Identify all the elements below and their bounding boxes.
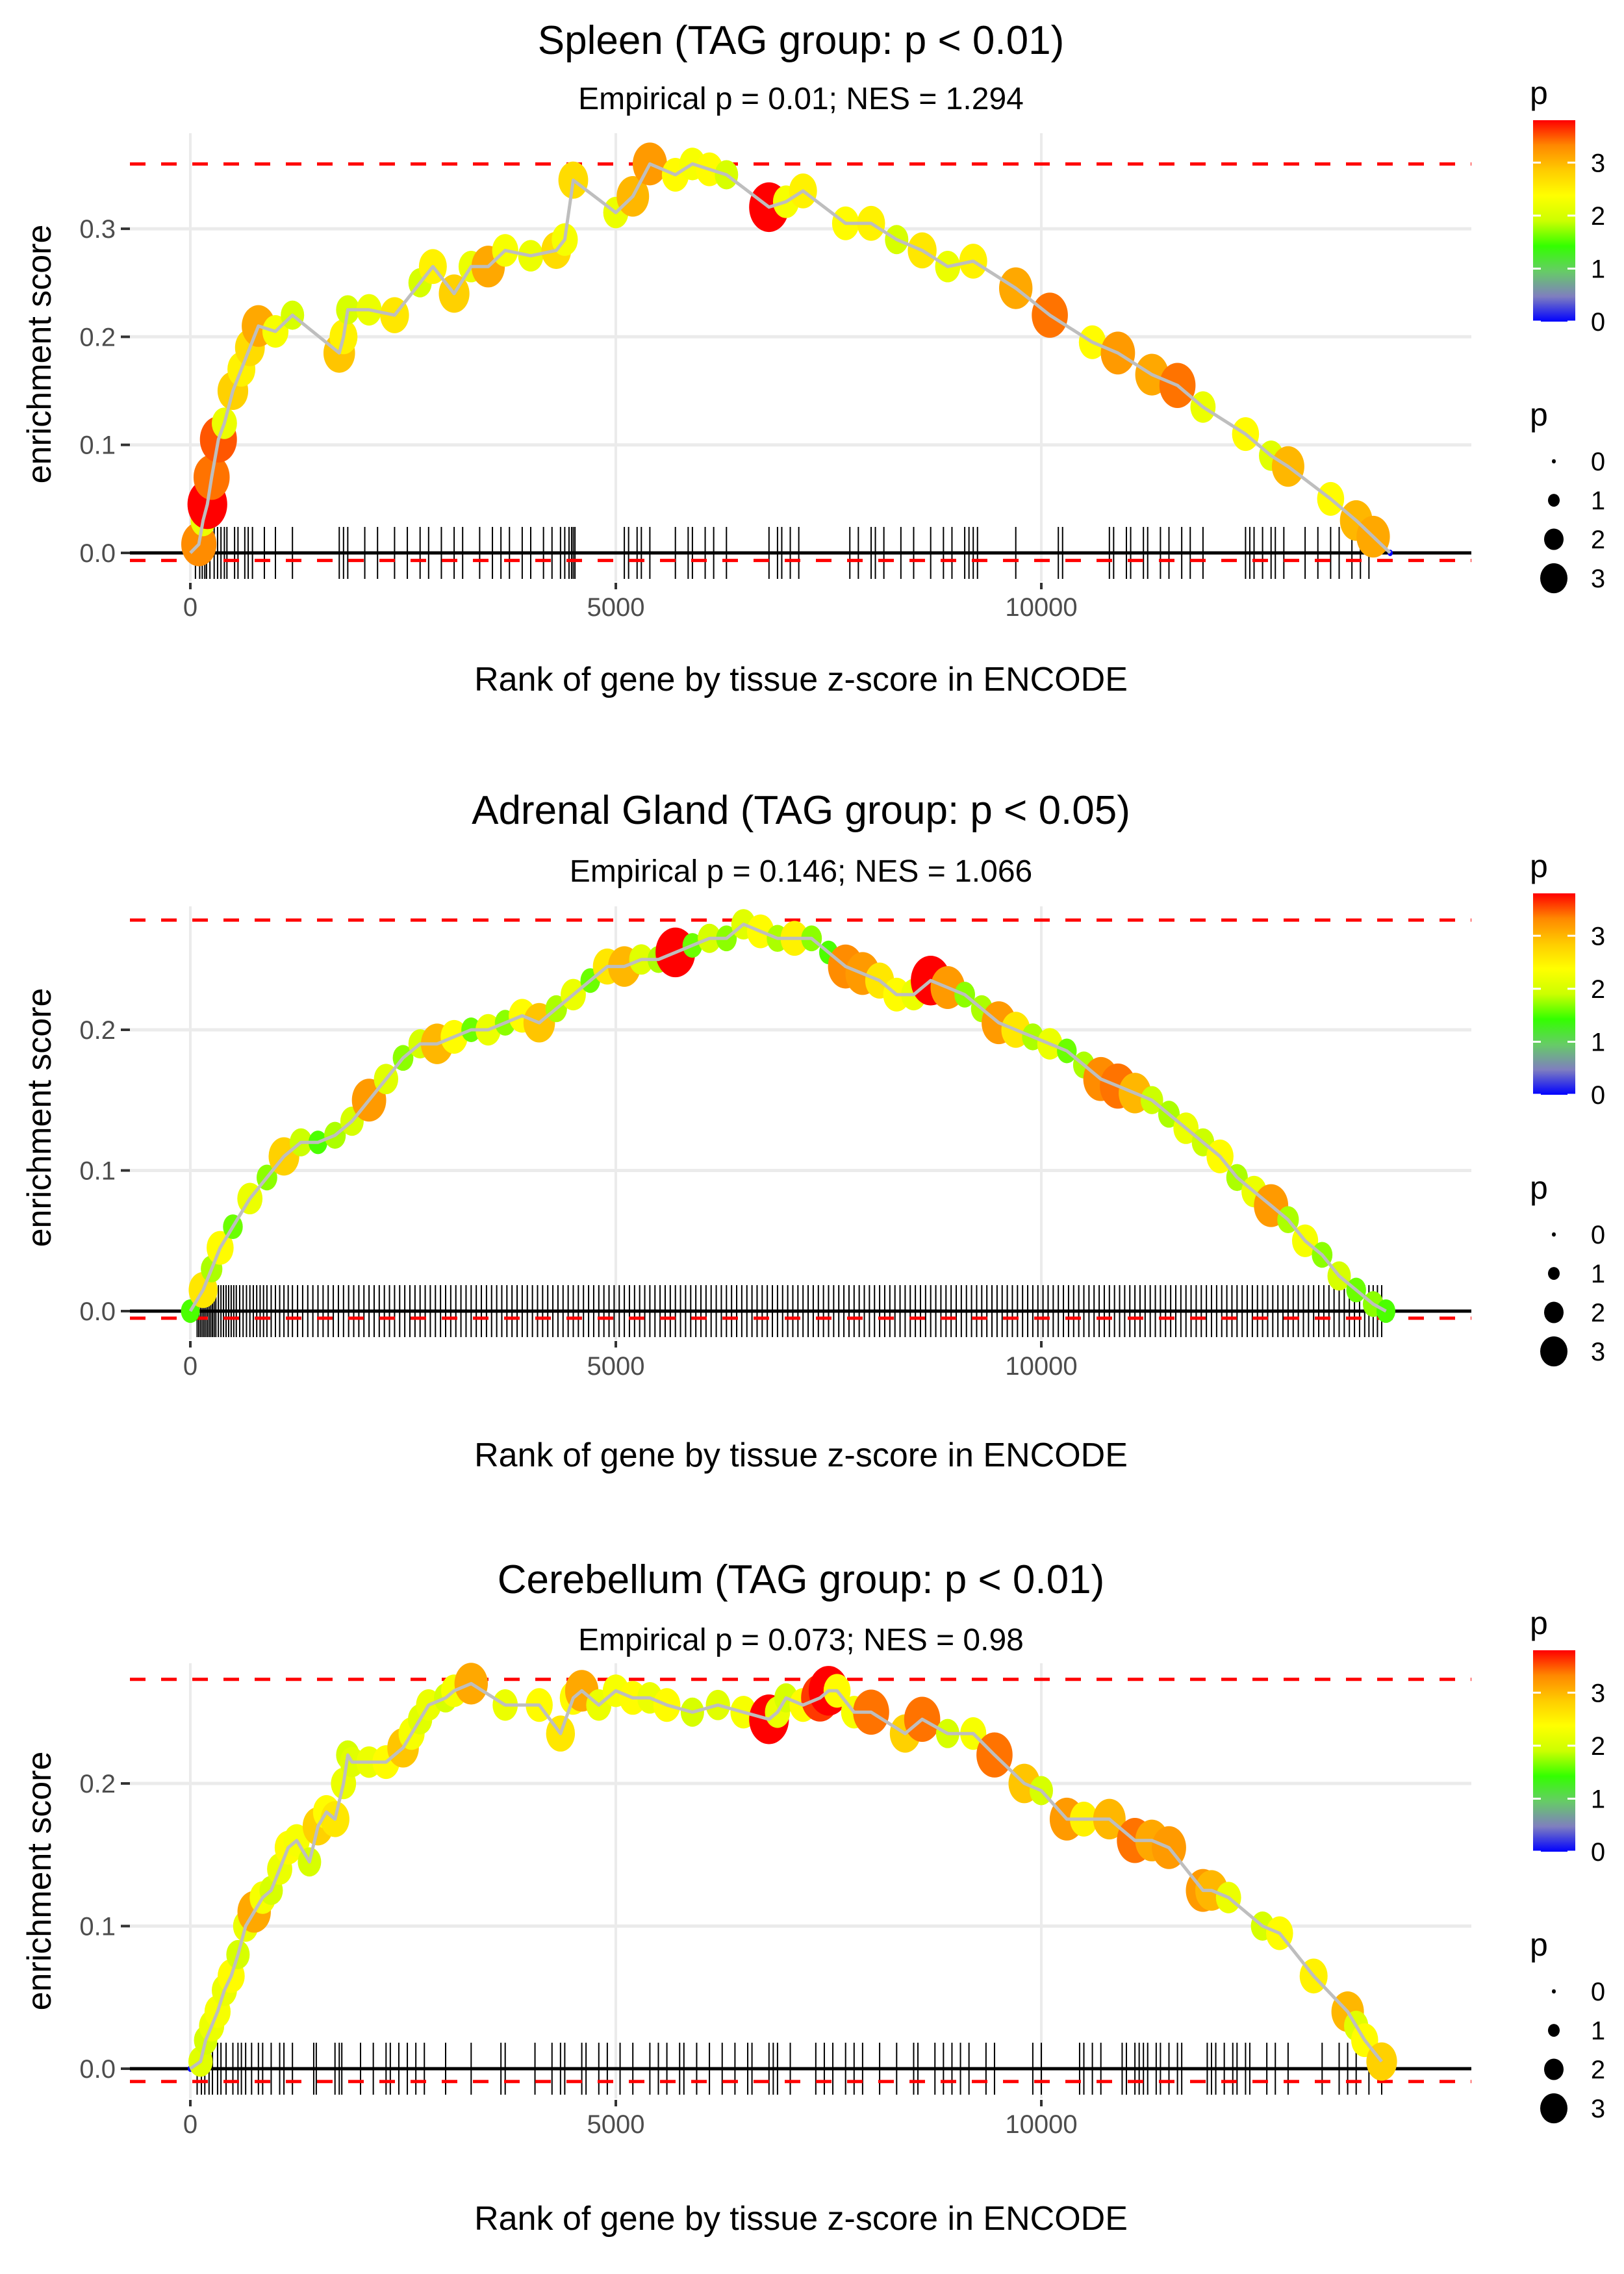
color-legend-label: 1 — [1591, 1028, 1605, 1056]
plot-area: 0 5000 10000 0.0 0.1 0.2 — [79, 1663, 1471, 2139]
panel-adrenal-gland: Adrenal Gland (TAG group: p < 0.05) Empi… — [21, 788, 1605, 1474]
color-legend-label: 2 — [1591, 975, 1605, 1004]
size-legend-label: 1 — [1591, 487, 1605, 515]
color-legend-label: 0 — [1591, 1081, 1605, 1110]
y-axis-label: enrichment score — [21, 988, 58, 1247]
x-axis-label: Rank of gene by tissue z-score in ENCODE — [474, 2200, 1128, 2238]
es-line — [189, 162, 1391, 554]
x-tick-label: 0 — [183, 593, 197, 622]
size-legend-label: 2 — [1591, 1299, 1605, 1327]
x-tick-label: 5000 — [587, 593, 645, 622]
y-tick-label: 0.0 — [79, 2055, 116, 2084]
color-legend-title: p — [1530, 848, 1548, 884]
es-line — [188, 923, 1387, 1313]
size-legend-dot — [1548, 494, 1560, 507]
y-tick-label: 0.1 — [79, 431, 116, 460]
size-legend-label: 2 — [1591, 526, 1605, 554]
size-legend-dot — [1552, 1989, 1556, 1994]
color-bar — [1533, 1650, 1575, 1852]
x-axis-label: Rank of gene by tissue z-score in ENCODE — [474, 1437, 1128, 1474]
color-legend-label: 3 — [1591, 149, 1605, 177]
y-tick-label: 0.3 — [79, 215, 116, 244]
x-tick-label: 0 — [183, 2110, 197, 2139]
color-legend-title: p — [1530, 1605, 1548, 1641]
size-legend-label: 2 — [1591, 2056, 1605, 2084]
panel-subtitle: Empirical p = 0.146; NES = 1.066 — [570, 854, 1032, 889]
size-legend-dot — [1548, 1267, 1560, 1280]
x-tick-label: 5000 — [587, 2110, 645, 2139]
size-legend-label: 1 — [1591, 2017, 1605, 2045]
y-tick-label: 0.1 — [79, 1157, 116, 1186]
color-legend-label: 0 — [1591, 308, 1605, 337]
y-tick-label: 0.1 — [79, 1913, 116, 1941]
color-legend-label: 3 — [1591, 922, 1605, 951]
color-legend-label: 1 — [1591, 255, 1605, 283]
panel-spleen: Spleen (TAG group: p < 0.01) Empirical p… — [21, 18, 1605, 698]
size-legend: p 0 1 2 3 — [1530, 1169, 1605, 1367]
panel-subtitle: Empirical p = 0.01; NES = 1.294 — [578, 82, 1024, 116]
size-legend-dot — [1548, 2024, 1560, 2037]
size-legend-dot — [1540, 2093, 1567, 2124]
x-tick-label: 10000 — [1005, 1352, 1077, 1381]
size-legend-dot — [1544, 1301, 1564, 1323]
x-tick-label: 10000 — [1005, 2110, 1077, 2139]
y-tick-label: 0.2 — [79, 1016, 116, 1045]
size-legend-dot — [1552, 1232, 1556, 1237]
size-legend-title: p — [1530, 396, 1548, 433]
x-tick-label: 10000 — [1005, 593, 1077, 622]
color-legend: p 0 1 2 3 — [1530, 1605, 1605, 1867]
size-legend-label: 3 — [1591, 565, 1605, 593]
panel-title: Adrenal Gland (TAG group: p < 0.05) — [472, 788, 1130, 833]
color-legend-title: p — [1530, 75, 1548, 111]
y-tick-label: 0.0 — [79, 1297, 116, 1326]
size-legend-dot — [1552, 459, 1556, 464]
panel-title: Cerebellum (TAG group: p < 0.01) — [498, 1557, 1104, 1602]
size-legend-dot — [1540, 563, 1567, 594]
x-axis-label: Rank of gene by tissue z-score in ENCODE — [474, 661, 1128, 698]
size-legend-label: 1 — [1591, 1260, 1605, 1288]
es-line — [189, 1681, 1383, 2071]
size-legend: p 0 1 2 3 — [1530, 1926, 1605, 2124]
size-legend-label: 3 — [1591, 2095, 1605, 2123]
size-legend-label: 0 — [1591, 1221, 1605, 1249]
plot-area: 0 5000 10000 0.0 0.1 0.2 0.3 — [79, 133, 1471, 622]
panel-title: Spleen (TAG group: p < 0.01) — [538, 18, 1064, 63]
color-legend: p 0 1 2 3 — [1530, 848, 1605, 1110]
size-legend-title: p — [1530, 1169, 1548, 1206]
color-bar — [1533, 893, 1575, 1095]
size-legend-label: 3 — [1591, 1338, 1605, 1366]
y-tick-label: 0.2 — [79, 323, 116, 351]
panel-subtitle: Empirical p = 0.073; NES = 0.98 — [578, 1623, 1024, 1657]
color-legend-label: 0 — [1591, 1838, 1605, 1867]
size-legend-dot — [1544, 528, 1564, 550]
color-legend-label: 1 — [1591, 1785, 1605, 1813]
color-legend-label: 3 — [1591, 1679, 1605, 1707]
color-legend-label: 2 — [1591, 1732, 1605, 1761]
color-bar — [1533, 120, 1575, 322]
size-legend-dot — [1544, 2058, 1564, 2080]
size-legend-title: p — [1530, 1926, 1548, 1963]
color-legend-label: 2 — [1591, 202, 1605, 231]
panel-cerebellum: Cerebellum (TAG group: p < 0.01) Empiric… — [21, 1557, 1605, 2238]
color-legend: p 0 1 2 3 — [1530, 75, 1605, 337]
x-tick-label: 5000 — [587, 1352, 645, 1381]
y-axis-label: enrichment score — [21, 225, 58, 484]
y-axis-label: enrichment score — [21, 1752, 58, 2011]
size-legend-dot — [1540, 1336, 1567, 1367]
y-tick-label: 0.0 — [79, 539, 116, 568]
plot-area: 0 5000 10000 0.0 0.1 0.2 — [79, 906, 1471, 1381]
size-legend-label: 0 — [1591, 448, 1605, 476]
size-legend-label: 0 — [1591, 1978, 1605, 2006]
x-tick-label: 0 — [183, 1352, 197, 1381]
y-tick-label: 0.2 — [79, 1770, 116, 1798]
size-legend: p 0 1 2 3 — [1530, 396, 1605, 594]
